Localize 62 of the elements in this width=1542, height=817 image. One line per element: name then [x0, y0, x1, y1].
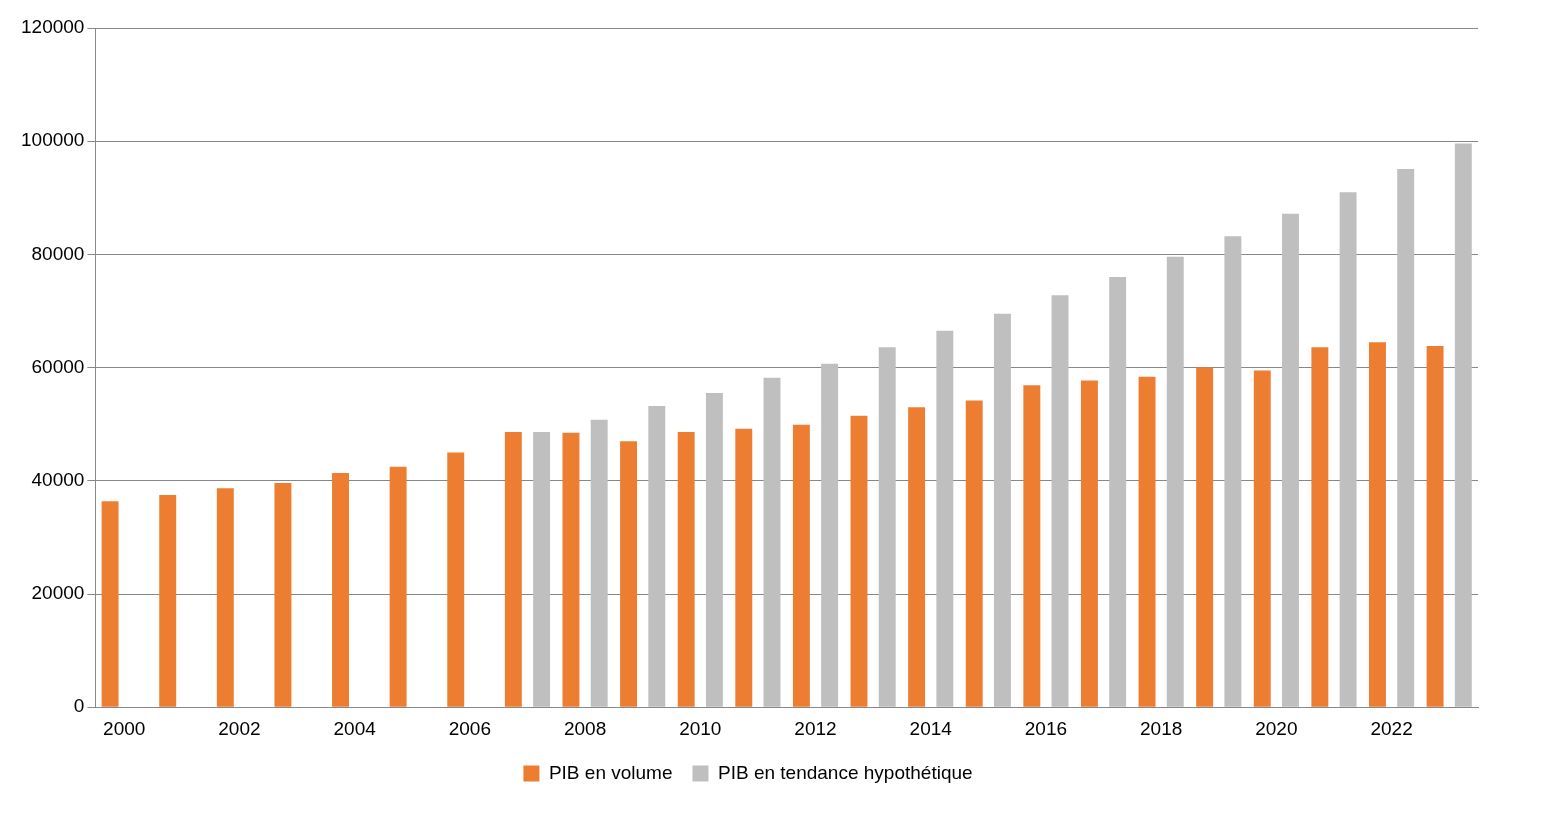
bar — [620, 441, 638, 707]
y-tick-label: 120000 — [21, 16, 85, 38]
bar — [1311, 347, 1329, 707]
y-tick-label: 0 — [73, 695, 85, 717]
bar — [763, 377, 781, 707]
x-tick-label: 2008 — [563, 717, 607, 739]
bar — [274, 483, 292, 707]
bar — [1138, 376, 1156, 707]
bar — [936, 330, 954, 707]
bar — [216, 488, 234, 707]
x-tick-label: 2006 — [448, 717, 491, 739]
bar — [878, 347, 896, 707]
bar — [1224, 236, 1242, 707]
x-tick-label: 2018 — [1140, 717, 1183, 739]
bar — [993, 313, 1011, 707]
bar — [101, 501, 119, 707]
bar — [850, 415, 868, 707]
y-tick-label: 60000 — [31, 355, 85, 377]
bar — [590, 419, 608, 707]
bar — [1454, 143, 1472, 707]
bar — [1023, 385, 1041, 707]
bar — [908, 407, 926, 707]
bar — [159, 494, 177, 707]
bar — [332, 472, 349, 707]
bar — [821, 363, 839, 707]
bar — [504, 432, 522, 707]
x-tick-label: 2016 — [1024, 717, 1068, 739]
bar — [447, 452, 465, 707]
bar — [792, 424, 810, 707]
x-tick-label: 2010 — [679, 717, 722, 739]
bar — [1080, 380, 1098, 707]
bar — [735, 428, 753, 707]
bar — [1196, 367, 1214, 707]
legend-label: PIB en volume — [548, 761, 673, 783]
bar — [1051, 295, 1069, 707]
bar — [1282, 213, 1299, 707]
bar — [1426, 346, 1444, 707]
bar — [533, 432, 551, 707]
bar — [648, 406, 666, 707]
y-tick-label: 80000 — [31, 242, 85, 264]
bar — [1339, 192, 1357, 707]
x-tick-label: 2000 — [103, 717, 146, 739]
x-tick-label: 2014 — [909, 717, 953, 739]
x-tick-label: 2020 — [1255, 717, 1298, 739]
bar — [562, 432, 580, 707]
y-tick-label: 20000 — [31, 582, 85, 604]
bar — [1369, 342, 1386, 707]
bar — [1397, 168, 1415, 707]
y-tick-label: 100000 — [21, 129, 85, 151]
x-tick-label: 2012 — [794, 717, 837, 739]
legend-label: PIB en tendance hypothétique — [717, 761, 973, 783]
bar — [1109, 277, 1127, 707]
bar — [965, 400, 983, 707]
x-tick-label: 2002 — [218, 717, 261, 739]
y-tick-label: 40000 — [31, 469, 85, 491]
x-tick-label: 2022 — [1370, 717, 1413, 739]
bar — [1166, 256, 1184, 707]
bar — [677, 432, 695, 707]
bar — [705, 393, 723, 707]
bar — [389, 466, 407, 707]
x-tick-label: 2004 — [333, 717, 377, 739]
bar — [1253, 370, 1271, 707]
